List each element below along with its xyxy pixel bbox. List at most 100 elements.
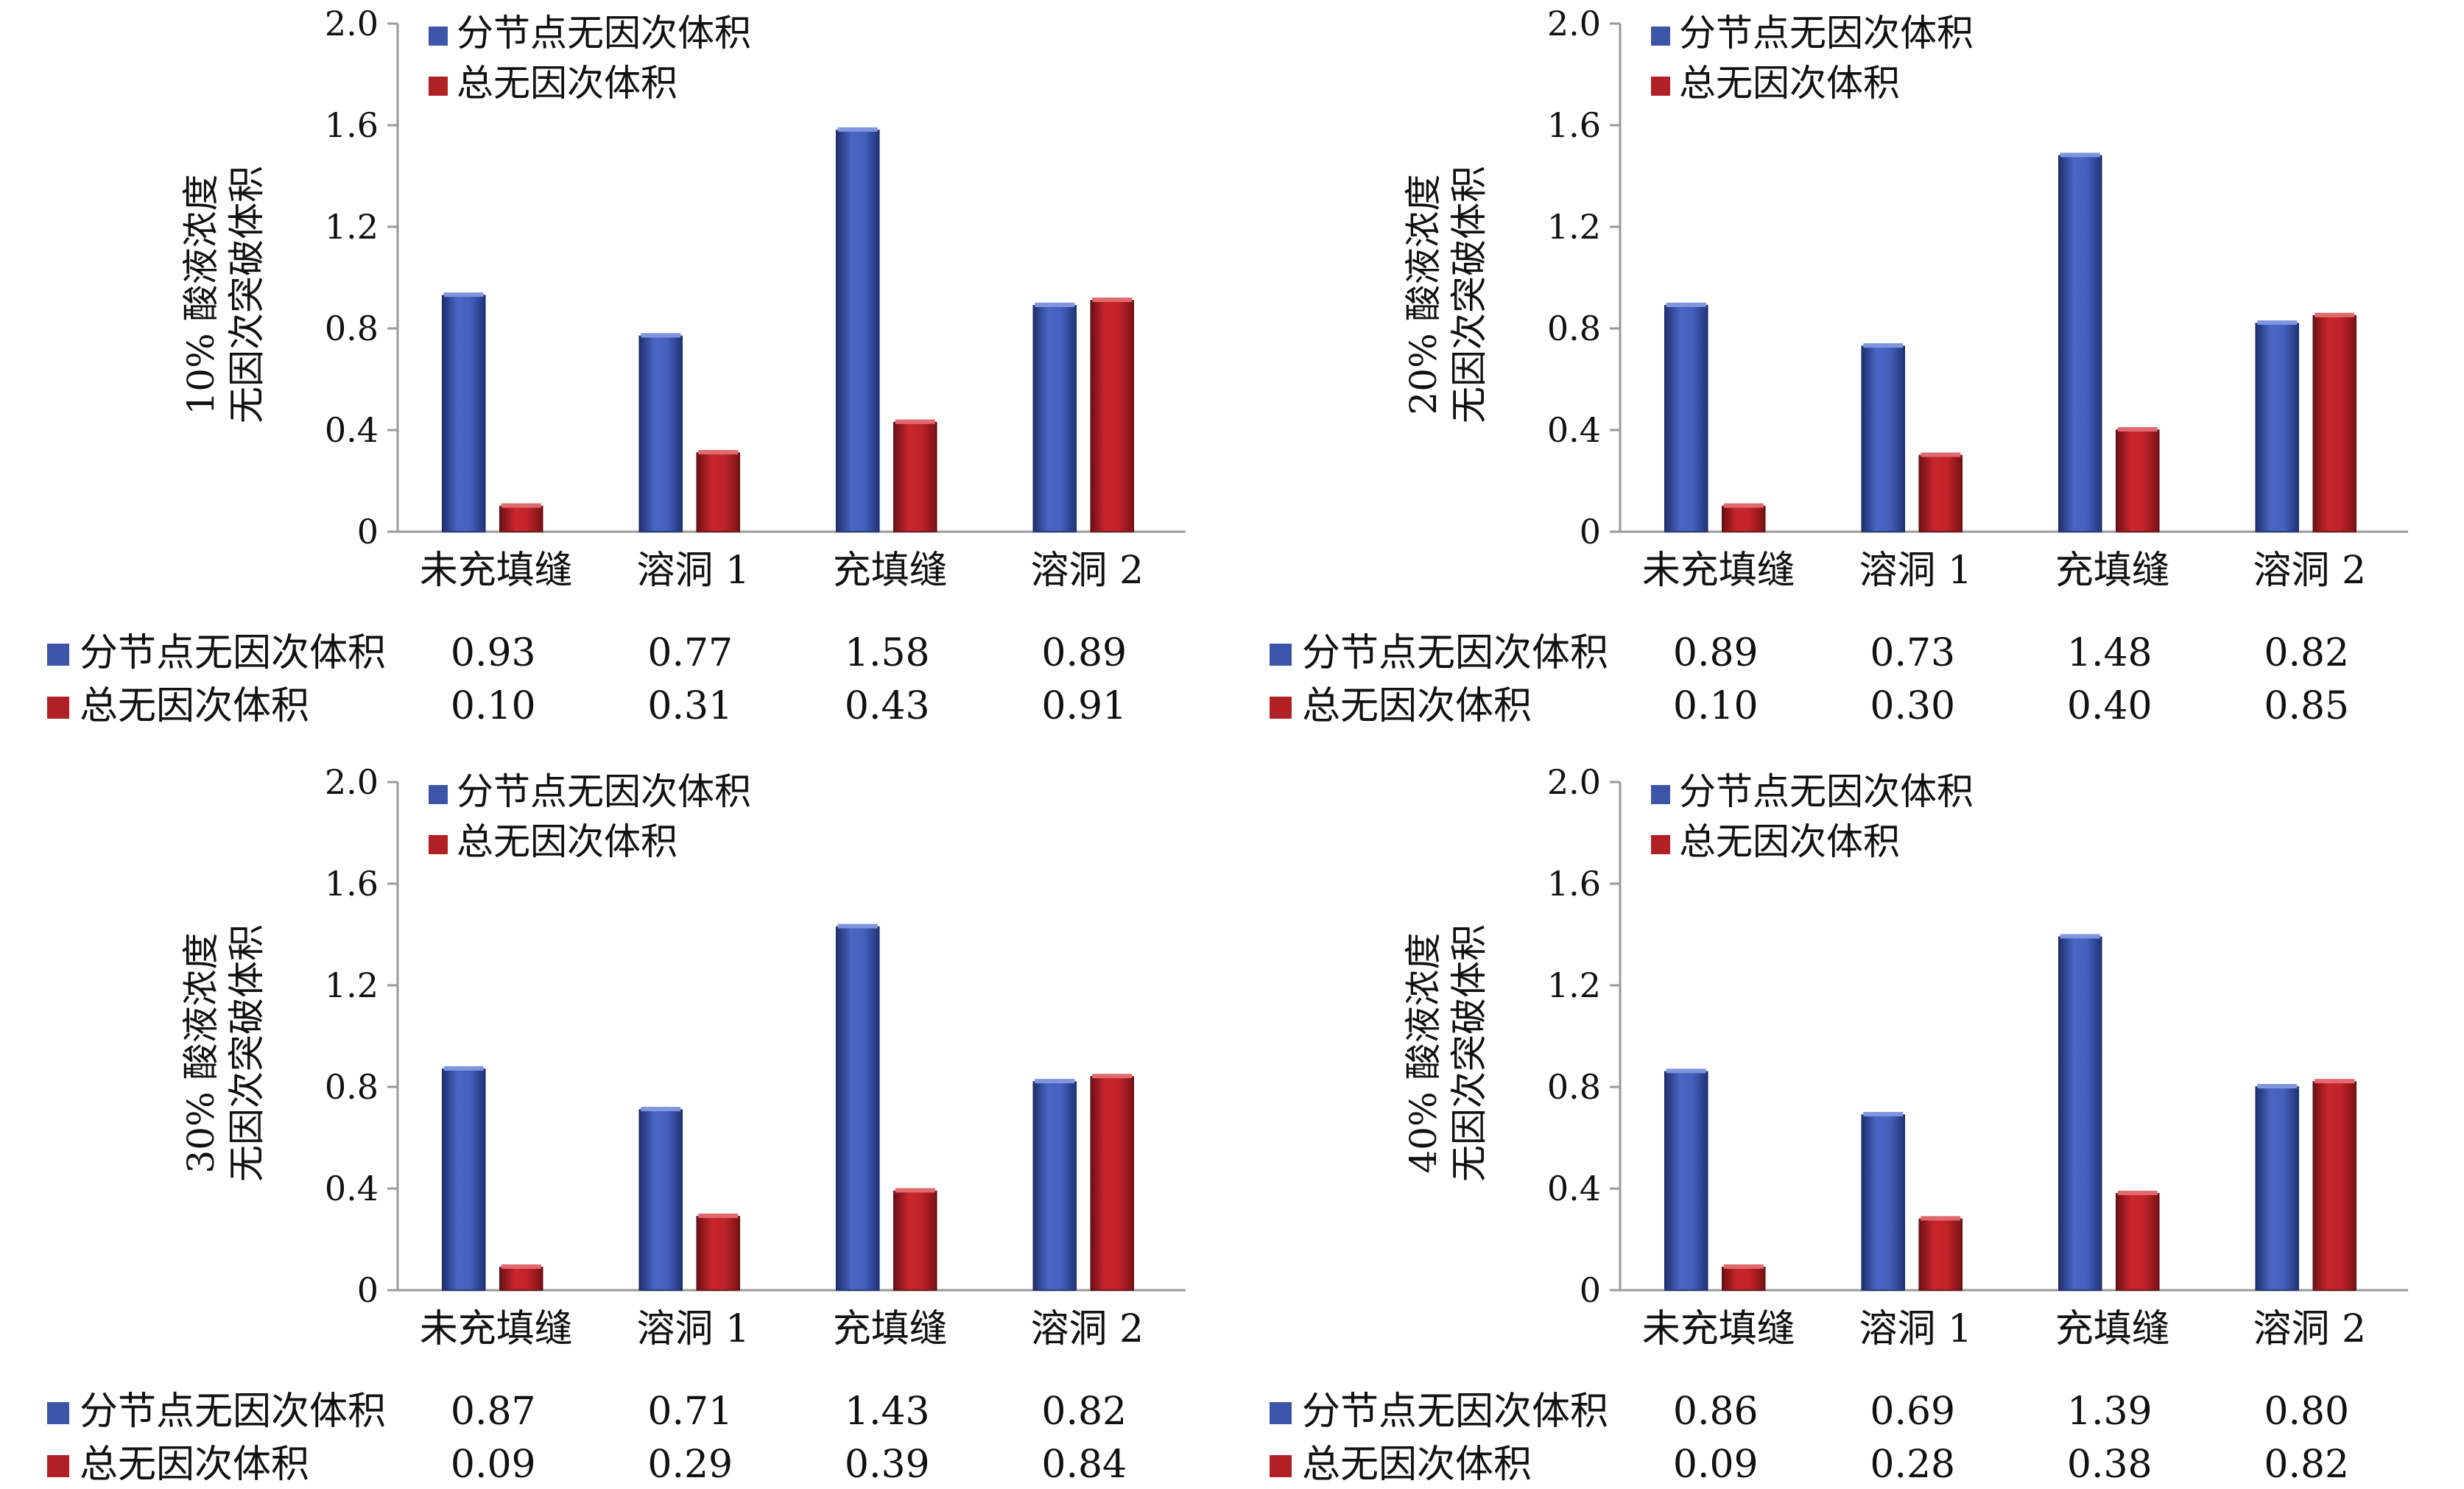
- legend-swatch-2: [429, 835, 448, 854]
- data-label: 0.09: [451, 1443, 536, 1487]
- data-label: 0.28: [1870, 1443, 1955, 1487]
- bar-cap-series-2-2: [1921, 452, 1961, 457]
- data-label: 0.38: [2067, 1443, 2153, 1487]
- bar-cap-series-1-1: [443, 1066, 484, 1071]
- data-label: 0.86: [1673, 1390, 1759, 1434]
- bar-series-2-1: [499, 505, 543, 532]
- bar-series-1-1: [1664, 1071, 1708, 1291]
- x-category-label: 充填缝: [2055, 1307, 2170, 1351]
- bar-series-2-2: [696, 1216, 740, 1291]
- data-label: 0.29: [647, 1443, 733, 1487]
- data-label: 0.85: [2264, 684, 2349, 728]
- x-category-label: 溶洞 1: [1859, 549, 1972, 593]
- bar-cap-series-2-1: [1723, 1264, 1764, 1269]
- bar-cap-series-1-3: [837, 127, 878, 132]
- y-axis-label-line-1: 40% 酸液浓度: [1402, 932, 1445, 1173]
- bar-series-1-1: [442, 295, 486, 532]
- x-category-label: 溶洞 2: [2253, 1307, 2366, 1351]
- bar-cap-series-2-4: [1092, 1074, 1133, 1079]
- bar-cap-series-1-1: [1666, 1069, 1706, 1074]
- y-tick-label: 1.2: [1547, 207, 1601, 247]
- bar-cap-series-1-2: [1863, 1111, 1904, 1116]
- table-swatch-1: [1270, 644, 1292, 666]
- y-tick-label: 0.8: [325, 1067, 379, 1107]
- y-tick-label: 1.6: [325, 105, 379, 145]
- data-label: 0.80: [2264, 1390, 2349, 1434]
- y-tick-label: 0.4: [325, 1169, 379, 1208]
- data-label: 0.93: [451, 631, 536, 675]
- table-swatch-1: [47, 1402, 69, 1424]
- bar-series-2-2: [1918, 454, 1963, 532]
- bar-cap-series-1-2: [641, 1107, 681, 1112]
- data-label: 0.40: [2067, 684, 2153, 728]
- y-tick-label: 0: [1580, 512, 1601, 552]
- data-label: 0.91: [1041, 684, 1127, 728]
- data-label: 0.71: [647, 1390, 733, 1434]
- bar-cap-series-2-3: [2117, 427, 2158, 432]
- table-row-name-1: 分节点无因次体积: [1302, 1390, 1608, 1434]
- bar-series-2-3: [2116, 429, 2160, 532]
- bar-cap-series-2-1: [1723, 503, 1764, 508]
- data-label: 0.31: [647, 684, 733, 728]
- data-label: 0.89: [1673, 631, 1759, 675]
- bar-series-1-4: [1032, 1081, 1077, 1291]
- x-category-label: 溶洞 2: [2253, 549, 2366, 593]
- bar-cap-series-1-1: [1666, 302, 1706, 307]
- data-label: 0.69: [1870, 1390, 1955, 1434]
- y-tick-label: 2.0: [325, 762, 379, 802]
- bar-cap-series-1-2: [1863, 343, 1904, 348]
- legend-label-2: 总无因次体积: [457, 820, 677, 863]
- y-axis-label-line-2: 无因次突破体积: [225, 924, 268, 1182]
- data-label: 0.82: [1041, 1390, 1127, 1434]
- x-category-label: 充填缝: [2055, 549, 2170, 593]
- table-row-name-2: 总无因次体积: [1302, 684, 1532, 728]
- data-label: 0.84: [1041, 1443, 1127, 1487]
- bar-series-2-1: [499, 1267, 543, 1291]
- bar-cap-series-2-3: [895, 1188, 935, 1193]
- y-tick-label: 1.2: [1547, 965, 1601, 1005]
- bar-series-1-4: [1032, 305, 1077, 532]
- table-row-name-2: 总无因次体积: [80, 684, 309, 728]
- data-label: 1.39: [2067, 1390, 2153, 1434]
- legend-swatch-2: [429, 77, 448, 96]
- bar-series-2-3: [893, 421, 937, 532]
- x-category-label: 未充填缝: [420, 549, 573, 593]
- y-tick-label: 1.6: [325, 864, 379, 904]
- bar-cap-series-2-2: [698, 450, 739, 455]
- y-tick-label: 1.6: [1547, 105, 1601, 145]
- bar-series-1-3: [836, 926, 880, 1291]
- table-swatch-1: [47, 644, 69, 666]
- legend-swatch-1: [429, 785, 448, 804]
- bar-cap-series-2-3: [2117, 1190, 2158, 1195]
- y-axis-label-line-1: 20% 酸液浓度: [1402, 174, 1445, 415]
- x-category-label: 未充填缝: [420, 1307, 573, 1351]
- legend-swatch-1: [1651, 785, 1670, 804]
- bar-series-2-4: [1090, 1076, 1134, 1291]
- bar-series-1-1: [1664, 305, 1708, 532]
- data-label: 0.10: [451, 684, 536, 728]
- y-tick-label: 2.0: [325, 4, 379, 43]
- x-category-label: 充填缝: [833, 549, 948, 593]
- bar-cap-series-2-1: [501, 503, 541, 508]
- table-swatch-2: [47, 697, 69, 719]
- bar-cap-series-1-4: [1035, 1079, 1075, 1084]
- y-tick-label: 2.0: [1547, 4, 1601, 43]
- bar-cap-series-1-3: [2060, 152, 2100, 158]
- bar-series-2-4: [2312, 1081, 2356, 1291]
- bar-cap-series-1-3: [837, 923, 878, 929]
- legend-swatch-1: [1651, 27, 1670, 46]
- bar-series-2-1: [1722, 505, 1766, 532]
- y-tick-label: 0.4: [1547, 1169, 1601, 1208]
- bar-series-1-1: [442, 1069, 486, 1291]
- bar-series-2-1: [1722, 1267, 1766, 1291]
- bar-series-2-2: [1918, 1218, 1963, 1291]
- x-category-label: 溶洞 1: [636, 1307, 750, 1351]
- bar-series-1-4: [2255, 323, 2299, 532]
- data-label: 0.39: [845, 1443, 930, 1487]
- bar-cap-series-1-3: [2060, 934, 2100, 939]
- x-category-label: 溶洞 2: [1030, 1307, 1144, 1351]
